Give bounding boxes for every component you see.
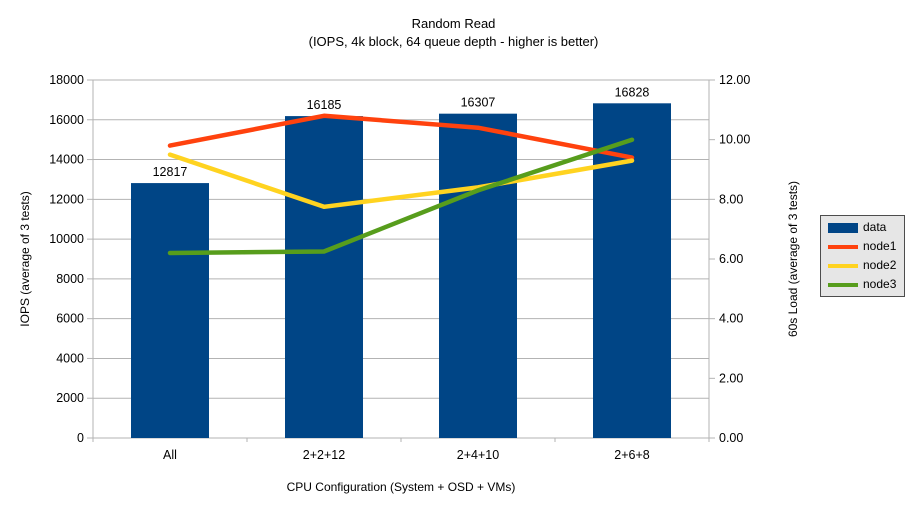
legend-line-swatch-node3 xyxy=(828,282,858,287)
x-category-label: 2+2+12 xyxy=(303,448,345,462)
bar-value-label: 12817 xyxy=(153,165,188,179)
left-tick-label: 6000 xyxy=(56,312,84,326)
right-tick-label: 6.00 xyxy=(719,252,743,266)
left-tick-label: 0 xyxy=(77,431,84,445)
legend-item-node1: node1 xyxy=(828,239,904,254)
left-tick-label: 18000 xyxy=(49,73,84,87)
chart-title: Random Read xyxy=(411,16,496,31)
left-tick-label: 8000 xyxy=(56,272,84,286)
line-node1 xyxy=(167,113,635,160)
chart-subtitle: (IOPS, 4k block, 64 queue depth - higher… xyxy=(308,34,599,49)
right-tick-label: 4.00 xyxy=(719,312,743,326)
x-category-label: All xyxy=(163,448,177,462)
x-category-label: 2+6+8 xyxy=(614,448,650,462)
right-tick-label: 10.00 xyxy=(719,133,750,147)
legend-label: node2 xyxy=(863,258,897,272)
legend-item-data: data xyxy=(828,220,904,235)
line-node2 xyxy=(167,152,635,210)
legend-label: node1 xyxy=(863,239,897,253)
bar-value-label: 16185 xyxy=(307,98,342,112)
right-tick-label: 12.00 xyxy=(719,73,750,87)
right-axis-title: 60s Load (average of 3 tests) xyxy=(786,180,800,338)
legend-label: node3 xyxy=(863,277,897,291)
left-tick-label: 14000 xyxy=(49,153,84,167)
legend-item-node3: node3 xyxy=(828,277,904,292)
left-tick-label: 10000 xyxy=(49,232,84,246)
left-axis-title: IOPS (average of 3 tests) xyxy=(18,191,32,327)
bar-2+4+10 xyxy=(439,113,517,439)
x-axis-title: CPU Configuration (System + OSD + VMs) xyxy=(286,480,516,494)
right-tick-label: 8.00 xyxy=(719,192,743,206)
left-tick-label: 2000 xyxy=(56,391,84,405)
left-tick-label: 12000 xyxy=(49,192,84,206)
legend-line-swatch-node1 xyxy=(828,244,858,249)
legend-line-swatch-node2 xyxy=(828,263,858,268)
bar-value-label: 16307 xyxy=(461,96,496,110)
bar-2+2+12 xyxy=(285,116,363,439)
x-category-label: 2+4+10 xyxy=(457,448,499,462)
left-tick-label: 4000 xyxy=(56,351,84,365)
legend-label: data xyxy=(863,220,887,234)
left-tick-label: 16000 xyxy=(49,113,84,127)
legend: data node1 node2 node3 xyxy=(820,215,905,297)
legend-bar-swatch-data xyxy=(828,222,858,233)
right-tick-label: 0.00 xyxy=(719,431,743,445)
line-node3 xyxy=(167,137,635,256)
bar-value-label: 16828 xyxy=(615,85,650,99)
right-tick-label: 2.00 xyxy=(719,371,743,385)
bar-All xyxy=(131,183,209,438)
legend-item-node2: node2 xyxy=(828,258,904,273)
